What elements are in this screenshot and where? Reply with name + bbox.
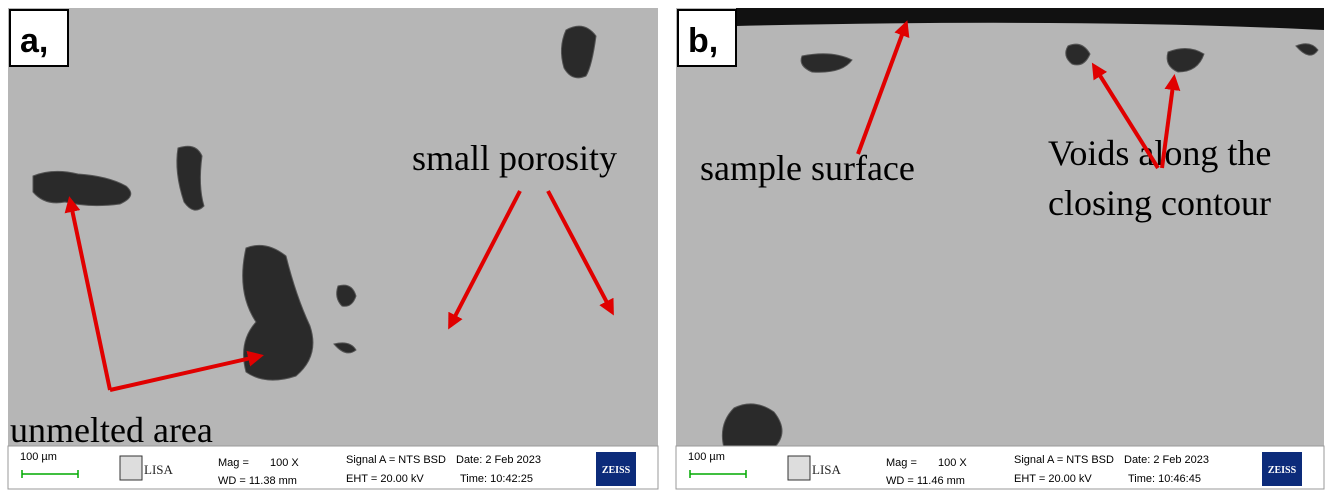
arrow: [546, 190, 614, 316]
panel-label: b,: [688, 22, 718, 60]
info-bar: 100 µm LISA Mag = 100 X WD = 11.46 mm Signal …: [675, 445, 1325, 490]
wd: WD = 11.38 mm: [218, 475, 297, 487]
logo: LISA: [144, 462, 174, 477]
annotation: closing contour: [1048, 183, 1271, 223]
arrow: [856, 20, 910, 155]
scale-label: 100 µm: [688, 451, 725, 463]
brand: ZEISS: [602, 465, 631, 476]
brand-box: [596, 452, 636, 486]
annotation: unmelted area: [10, 410, 213, 450]
arrow: [64, 196, 112, 391]
micrograph: [8, 8, 658, 446]
eht: EHT = 20.00 kV: [1014, 473, 1092, 485]
arrow: [1091, 62, 1160, 170]
time: Time: 10:46:45: [1128, 473, 1201, 485]
pore: [242, 244, 314, 381]
logo-cube: [119, 455, 143, 481]
panel: b, sample surface Voids along the closing c…: [675, 8, 1325, 490]
pore: [32, 170, 132, 207]
pore: [336, 284, 357, 307]
brand: ZEISS: [1268, 465, 1297, 476]
mag: 100 X: [938, 457, 967, 469]
panel-label: a,: [20, 22, 48, 60]
scale-label: 100 µm: [20, 451, 57, 463]
pore: [1166, 48, 1205, 73]
arrow: [448, 190, 522, 330]
info-bar: 100 µm LISA Mag = 100 X WD = 11.38 mm Signal …: [7, 445, 659, 490]
mag-label: Mag =: [218, 457, 249, 469]
annotation: sample surface: [700, 148, 915, 188]
label-box: [677, 9, 737, 67]
label-box: [9, 9, 69, 67]
pore: [176, 145, 205, 211]
pore: [800, 53, 853, 73]
date: Date: 2 Feb 2023: [456, 454, 541, 466]
logo-cube: [787, 455, 811, 481]
mag: 100 X: [270, 457, 299, 469]
surface-layer: [736, 8, 1324, 30]
micrograph: [676, 8, 1324, 446]
scale-bar: [21, 470, 79, 478]
date: Date: 2 Feb 2023: [1124, 454, 1209, 466]
info-bg: [675, 445, 1325, 490]
wd: WD = 11.46 mm: [886, 475, 965, 487]
mag-label: Mag =: [886, 457, 917, 469]
annotation: small porosity: [412, 138, 617, 178]
signal: Signal A = NTS BSD: [1014, 454, 1114, 466]
eht: EHT = 20.00 kV: [346, 473, 424, 485]
logo: LISA: [812, 462, 842, 477]
scale-bar: [689, 470, 747, 478]
arrow: [109, 350, 264, 392]
pore: [1065, 43, 1091, 66]
pore: [1295, 43, 1319, 56]
arrow: [1160, 74, 1181, 169]
pore: [333, 342, 357, 354]
annotation: Voids along the: [1048, 133, 1271, 173]
info-bg: [7, 445, 659, 490]
time: Time: 10:42:25: [460, 473, 533, 485]
brand-box: [1262, 452, 1302, 486]
signal: Signal A = NTS BSD: [346, 454, 446, 466]
pore: [721, 403, 783, 449]
pore: [560, 25, 597, 79]
